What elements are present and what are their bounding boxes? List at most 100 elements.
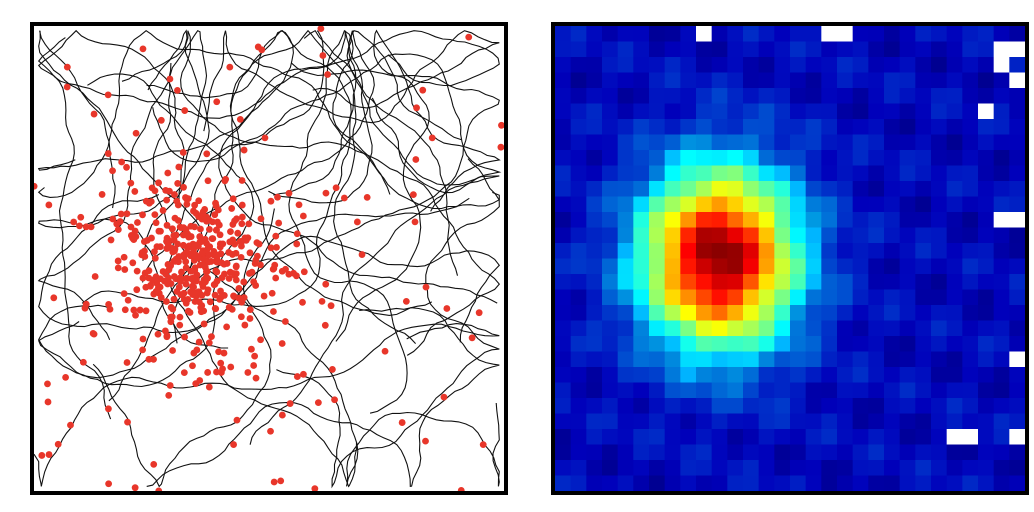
heatmap-cell xyxy=(586,429,603,446)
spike-point xyxy=(191,264,199,272)
heatmap-cell xyxy=(931,41,948,58)
spike-point xyxy=(131,484,139,491)
spike-point xyxy=(163,234,171,242)
spike-point xyxy=(246,249,254,257)
spike-point xyxy=(271,261,279,269)
spike-point xyxy=(203,150,211,158)
heatmap-cell xyxy=(649,26,666,43)
heatmap-cell xyxy=(868,212,885,229)
heatmap-cell xyxy=(837,398,854,415)
spike-point xyxy=(109,215,117,223)
spike-point xyxy=(255,240,263,248)
heatmap-cell xyxy=(586,196,603,213)
heatmap-cell xyxy=(727,57,744,74)
heatmap-cell xyxy=(805,212,822,229)
spike-point xyxy=(212,251,220,259)
heatmap-cell xyxy=(852,289,869,306)
heatmap-cell xyxy=(962,103,979,120)
heatmap-cell xyxy=(633,181,650,198)
heatmap-cell xyxy=(915,351,932,368)
heatmap-cell xyxy=(993,227,1010,244)
spike-point xyxy=(150,460,158,468)
heatmap-cell xyxy=(774,227,791,244)
heatmap-cell xyxy=(570,336,587,353)
heatmap-cell xyxy=(946,196,963,213)
spike-point xyxy=(214,206,222,214)
heatmap-cell xyxy=(649,165,666,182)
heatmap-cell xyxy=(978,181,995,198)
heatmap-cell xyxy=(931,305,948,322)
heatmap-cell xyxy=(680,320,697,337)
spike-point xyxy=(229,195,237,203)
trajectory-path xyxy=(37,29,185,420)
heatmap-cell xyxy=(680,336,697,353)
heatmap-cell xyxy=(555,165,572,182)
spike-point xyxy=(176,313,184,321)
trajectory-path xyxy=(276,158,500,489)
heatmap-cell xyxy=(586,460,603,477)
heatmap-cell xyxy=(774,475,791,491)
spike-point xyxy=(245,270,253,277)
heatmap-cell xyxy=(931,475,948,491)
spike-point xyxy=(163,298,170,305)
spike-point xyxy=(139,211,146,219)
heatmap-cell xyxy=(570,398,587,415)
trajectory-path xyxy=(172,62,500,344)
spike-point xyxy=(170,295,178,303)
heatmap-cell xyxy=(758,103,775,120)
heatmap-cell xyxy=(837,57,854,74)
heatmap-cell xyxy=(821,429,838,446)
spike-point xyxy=(187,275,195,282)
heatmap-cell xyxy=(805,227,822,244)
heatmap-cell xyxy=(696,134,713,151)
spike-point xyxy=(192,380,200,388)
heatmap-cell xyxy=(978,134,995,151)
spike-point xyxy=(218,274,226,282)
heatmap-cell xyxy=(555,227,572,244)
heatmap-cell xyxy=(868,289,885,306)
heatmap-cell xyxy=(602,367,619,384)
spike-point xyxy=(183,200,191,208)
heatmap-cell xyxy=(602,103,619,120)
heatmap-cell xyxy=(946,398,963,415)
spike-point xyxy=(196,261,204,269)
heatmap-cell xyxy=(821,258,838,275)
spike-point xyxy=(272,232,280,240)
heatmap-cell xyxy=(962,134,979,151)
heatmap-cell xyxy=(962,150,979,167)
heatmap-cell xyxy=(821,243,838,260)
heatmap-cell xyxy=(884,150,901,167)
heatmap-cell xyxy=(899,367,916,384)
heatmap-cell xyxy=(962,413,979,430)
heatmap-cell xyxy=(774,444,791,461)
trajectory-path xyxy=(38,30,203,402)
heatmap-cell xyxy=(962,336,979,353)
heatmap-cell xyxy=(790,274,807,291)
heatmap-cell xyxy=(711,351,728,368)
heatmap-cell xyxy=(774,119,791,136)
heatmap-cell xyxy=(570,475,587,491)
spike-point xyxy=(250,278,258,286)
spike-point xyxy=(131,227,139,235)
heatmap-cell xyxy=(711,57,728,74)
heatmap-cell xyxy=(602,320,619,337)
heatmap-cell xyxy=(711,196,728,213)
heatmap-cell xyxy=(696,475,713,491)
heatmap-cell xyxy=(821,398,838,415)
heatmap-cell xyxy=(586,57,603,74)
spike-point xyxy=(124,296,132,304)
heatmap-cell xyxy=(743,212,760,229)
heatmap-cell xyxy=(680,88,697,105)
heatmap-cell xyxy=(790,196,807,213)
trajectory-path xyxy=(288,29,408,414)
heatmap-cell xyxy=(743,88,760,105)
heatmap-cell xyxy=(837,88,854,105)
heatmap-cell xyxy=(649,367,666,384)
heatmap-cell xyxy=(946,460,963,477)
heatmap-cell xyxy=(837,460,854,477)
heatmap-cell xyxy=(743,460,760,477)
heatmap-cell xyxy=(790,336,807,353)
spike-point xyxy=(186,309,194,316)
spike-point xyxy=(198,291,206,299)
heatmap-cell xyxy=(837,429,854,446)
